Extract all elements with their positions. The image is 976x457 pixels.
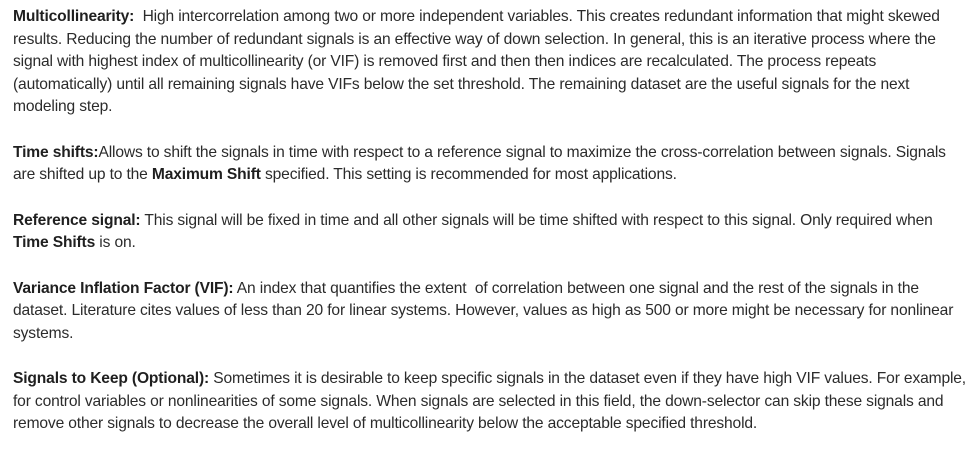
paragraph-time-shifts: Time shifts:Allows to shift the signals …: [13, 142, 968, 187]
definition-time-shifts-part2: specified. This setting is recommended f…: [260, 166, 677, 183]
definition-time-shifts-part1: Allows to shift the signals in time with…: [13, 143, 946, 184]
definition-vif: An index that quantifies the extent of c…: [13, 279, 958, 342]
definition-reference-signal-part1: This signal will be fixed in time and al…: [140, 211, 933, 229]
paragraph-vif: Variance Inflation Factor (VIF): An inde…: [13, 278, 968, 346]
help-document: Multicollinearity: High intercorrelation…: [13, 6, 968, 436]
term-vif: Variance Inflation Factor (VIF):: [13, 279, 234, 297]
definition-signals-to-keep: Sometimes it is desirable to keep specif…: [13, 370, 966, 432]
emphasis-maximum-shift: Maximum Shift: [151, 166, 261, 183]
emphasis-time-shifts: Time Shifts: [13, 234, 96, 251]
term-time-shifts: Time shifts:: [13, 143, 99, 161]
paragraph-multicollinearity: Multicollinearity: High intercorrelation…: [13, 6, 968, 119]
term-signals-to-keep: Signals to Keep (Optional):: [13, 370, 210, 387]
paragraph-reference-signal: Reference signal: This signal will be fi…: [13, 210, 968, 255]
term-reference-signal: Reference signal:: [13, 211, 141, 229]
definition-multicollinearity: High intercorrelation among two or more …: [13, 8, 944, 115]
term-multicollinearity: Multicollinearity:: [13, 8, 135, 25]
paragraph-signals-to-keep: Signals to Keep (Optional): Sometimes it…: [13, 368, 968, 436]
definition-reference-signal-part2: is on.: [95, 234, 136, 251]
